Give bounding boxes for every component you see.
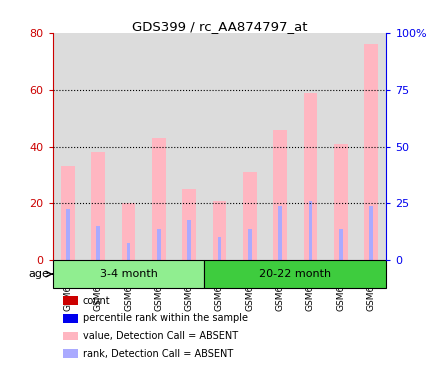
Bar xyxy=(53,33,83,260)
Bar xyxy=(364,44,377,260)
Text: count: count xyxy=(82,296,110,306)
Text: age: age xyxy=(28,269,49,279)
Bar xyxy=(61,167,74,260)
Bar xyxy=(204,260,385,288)
Bar xyxy=(368,206,372,260)
Bar xyxy=(63,350,78,358)
Bar xyxy=(247,229,251,260)
Bar xyxy=(333,144,347,260)
Bar xyxy=(187,220,191,260)
Bar xyxy=(243,172,256,260)
Text: 3-4 month: 3-4 month xyxy=(99,269,157,279)
Text: GDS399 / rc_AA874797_at: GDS399 / rc_AA874797_at xyxy=(131,20,307,33)
Bar xyxy=(295,33,325,260)
Bar xyxy=(121,203,135,260)
Bar xyxy=(338,229,342,260)
Text: 20-22 month: 20-22 month xyxy=(259,269,331,279)
Bar xyxy=(173,33,204,260)
Bar xyxy=(143,33,173,260)
Bar xyxy=(96,226,100,260)
Bar xyxy=(83,33,113,260)
Bar xyxy=(127,243,130,260)
Bar xyxy=(63,314,78,322)
Bar xyxy=(53,260,204,288)
Bar xyxy=(63,332,78,340)
Bar xyxy=(303,93,317,260)
Bar xyxy=(278,206,281,260)
Bar xyxy=(204,33,234,260)
Bar xyxy=(308,201,311,260)
Bar xyxy=(91,152,105,260)
Bar xyxy=(217,238,221,260)
Bar xyxy=(273,130,286,260)
Bar xyxy=(63,296,78,305)
Bar xyxy=(265,33,295,260)
Text: value, Detection Call = ABSENT: value, Detection Call = ABSENT xyxy=(82,331,237,341)
Bar xyxy=(113,33,143,260)
Text: percentile rank within the sample: percentile rank within the sample xyxy=(82,313,247,324)
Bar xyxy=(157,229,160,260)
Bar xyxy=(355,33,385,260)
Bar xyxy=(325,33,355,260)
Bar xyxy=(152,138,165,260)
Bar xyxy=(234,33,265,260)
Bar xyxy=(66,209,70,260)
Bar xyxy=(182,189,195,260)
Bar xyxy=(212,201,226,260)
Text: rank, Detection Call = ABSENT: rank, Detection Call = ABSENT xyxy=(82,349,233,359)
